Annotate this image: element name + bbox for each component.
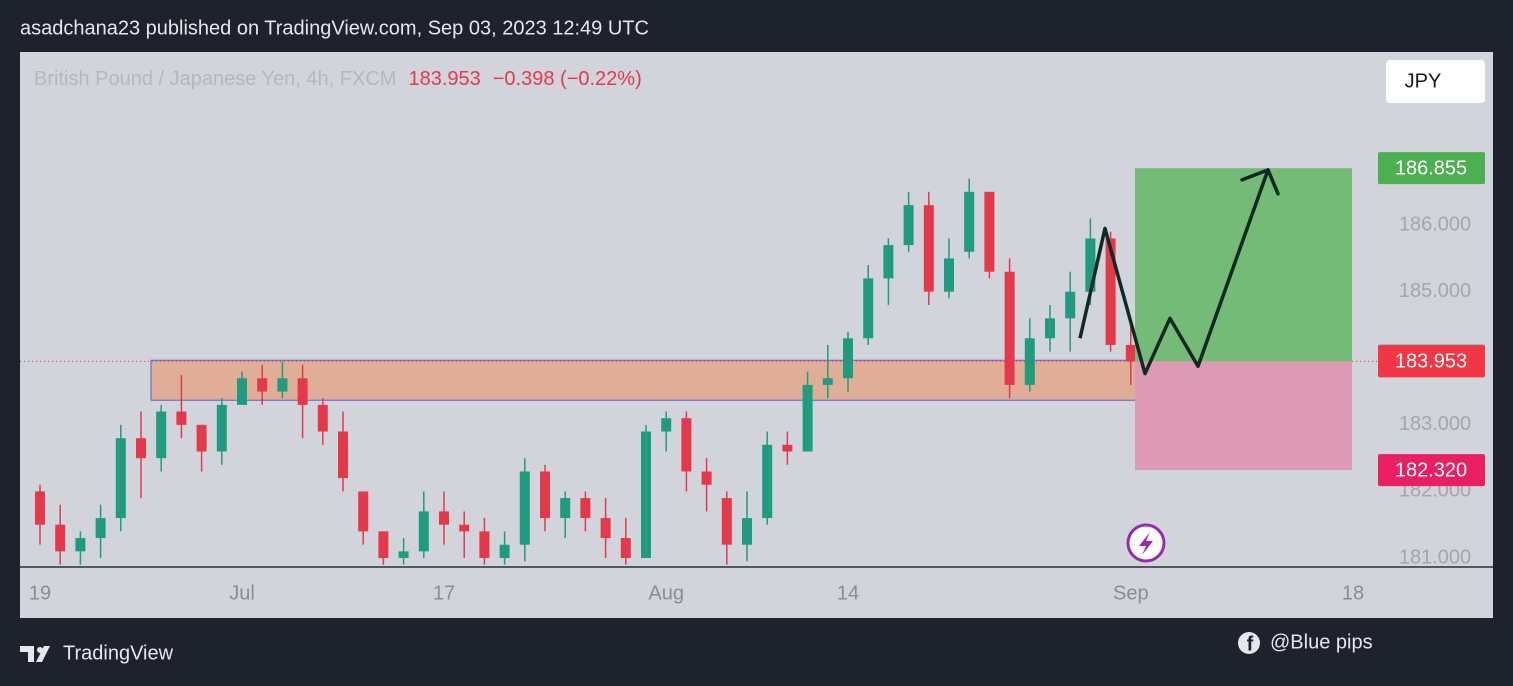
candle-body — [944, 258, 954, 292]
y-tick-label: 185.000 — [1399, 280, 1471, 302]
candle-body — [358, 491, 369, 532]
candle-body — [681, 418, 692, 472]
y-tick-label: 181.000 — [1399, 546, 1471, 568]
x-tick-label: Jul — [229, 582, 255, 604]
candle-body — [782, 444, 793, 452]
candle-body — [499, 544, 510, 559]
candle-body — [843, 338, 853, 379]
facebook-f: f — [1247, 633, 1254, 655]
facebook-icon — [1238, 632, 1260, 654]
candle-body — [863, 278, 874, 339]
plot-area — [20, 168, 1378, 565]
price-label: 182.320 — [1395, 459, 1467, 481]
candle-body — [540, 471, 550, 519]
x-tick-label: 17 — [433, 582, 455, 604]
loss-zone — [1135, 361, 1352, 471]
candle-body — [55, 524, 66, 552]
lightning-icon[interactable] — [1126, 523, 1166, 563]
candle-body — [35, 491, 45, 525]
legend: British Pound / Japanese Yen, 4h, FXCM 18… — [34, 68, 642, 90]
candle-body — [1024, 338, 1035, 385]
candle-body — [903, 205, 914, 246]
candle-body — [338, 431, 348, 479]
candle-body — [277, 378, 288, 392]
projection-line — [1078, 169, 1270, 376]
candle-body — [237, 378, 247, 405]
price-label-box — [1378, 454, 1485, 487]
candle-body — [479, 531, 490, 559]
symbol: British Pound / Japanese Yen, 4h, FXCM — [34, 68, 396, 90]
candle-body — [600, 518, 611, 539]
x-tick-label: Aug — [648, 582, 684, 604]
candle-body — [176, 411, 187, 425]
currency-button[interactable] — [1386, 60, 1485, 103]
candle-body — [620, 538, 631, 559]
x-tick-label: 14 — [837, 582, 859, 604]
price-label: 186.855 — [1395, 157, 1467, 179]
currency[interactable]: JPY — [1405, 70, 1442, 92]
candle-body — [580, 498, 591, 519]
candle-body — [560, 498, 571, 519]
candle-body — [1065, 291, 1076, 319]
footer-logo — [20, 646, 50, 662]
candle-body — [964, 191, 975, 252]
candle-body — [519, 471, 530, 545]
candle-body — [156, 411, 167, 459]
candle-body — [378, 531, 389, 559]
change: −0.398 (−0.22%) — [493, 68, 642, 90]
candle-body — [1045, 318, 1055, 339]
candle-body — [418, 511, 429, 552]
candle-body — [1004, 271, 1015, 385]
profit-zone — [1135, 168, 1352, 362]
price-label: 183.953 — [1395, 351, 1467, 373]
candle-body — [257, 378, 268, 392]
candle-body — [923, 205, 934, 292]
last-price: 183.953 — [408, 68, 480, 90]
candle-body — [398, 551, 409, 559]
candle-body — [701, 471, 712, 485]
candle-body — [459, 524, 470, 532]
candle-body — [822, 378, 833, 385]
candle-body — [762, 444, 773, 519]
candle-body — [317, 404, 328, 432]
x-tick-label: Sep — [1113, 582, 1149, 604]
candle-body — [439, 511, 449, 525]
logo-text: TradingView — [63, 642, 174, 664]
x-tick-label: 19 — [29, 582, 51, 604]
candle-body — [984, 191, 995, 272]
candle-body — [1125, 344, 1136, 362]
credit: @Blue pips — [1270, 631, 1373, 653]
projection-arrowhead — [1240, 168, 1280, 196]
candle-body — [95, 518, 106, 539]
candle-body — [742, 518, 752, 545]
candle-body — [661, 418, 672, 432]
candle-body — [641, 431, 651, 559]
price-label-box — [1378, 345, 1485, 378]
byline: asadchana23 published on TradingView.com… — [20, 17, 649, 39]
candle-body — [297, 378, 308, 405]
logo-dot — [37, 647, 43, 653]
candle-body — [216, 404, 227, 452]
candle-body — [883, 245, 894, 279]
candle-body — [802, 384, 813, 452]
y-tick-label: 186.000 — [1399, 213, 1471, 235]
candle-body — [1085, 238, 1096, 292]
candle-body — [75, 538, 86, 552]
icon-bolt[interactable] — [1139, 532, 1153, 555]
candle-body — [115, 438, 126, 519]
price-label-box — [1378, 152, 1485, 185]
candle-body — [136, 438, 146, 459]
candle-body — [196, 424, 207, 452]
candle-body — [1105, 238, 1116, 345]
x-tick-label: 18 — [1342, 582, 1364, 604]
candle-body — [721, 498, 732, 545]
y-tick-label: 183.000 — [1399, 413, 1471, 435]
